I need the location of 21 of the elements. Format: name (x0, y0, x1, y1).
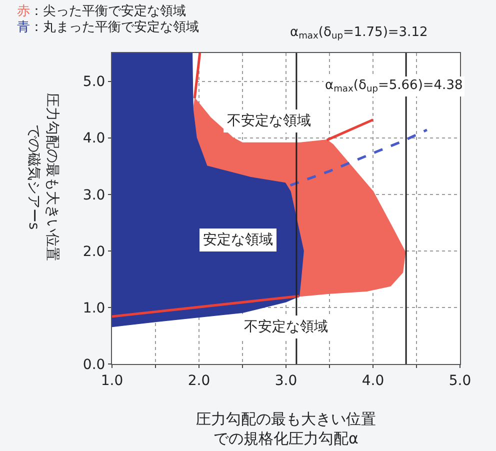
x-axis-title: 圧力勾配の最も大きい位置での規格化圧力勾配α (196, 410, 376, 448)
y-tick-label: 5.0 (82, 74, 106, 90)
y-tick-label: 2.0 (82, 244, 106, 260)
x-tick-label: 2.0 (188, 372, 210, 389)
annotation: 不安定な領域 (244, 319, 328, 335)
x-tick-label: 1.0 (100, 372, 124, 389)
series-label: 青：丸まった平衡で安定な領域 (17, 19, 199, 35)
text: 赤：尖った平衡で安定な領域 (17, 3, 186, 19)
y-tick-label: 4.0 (82, 130, 106, 147)
y-tick-label: 1.0 (82, 300, 106, 316)
ref-line-label: α$_{max}$(δ$_{up}$=5.66)=4.38 (325, 78, 463, 95)
y-tick-label: 0.0 (82, 356, 106, 373)
x-tick-label: 4.0 (362, 372, 384, 389)
y-axis-title: 圧力勾配の最も大きい位置での磁気シアーs (26, 93, 60, 261)
ref-line-label: α$_{max}$(δ$_{up}$=1.75)=3.12 (290, 25, 428, 42)
x-tick-label: 5.0 (448, 372, 472, 389)
annotation: 不安定な領域 (227, 113, 311, 129)
annotation: 安定な領域 (203, 232, 273, 248)
x-tick-label: 3.0 (274, 372, 298, 389)
y-tick-label: 3.0 (82, 187, 106, 204)
line-series (289, 128, 428, 187)
